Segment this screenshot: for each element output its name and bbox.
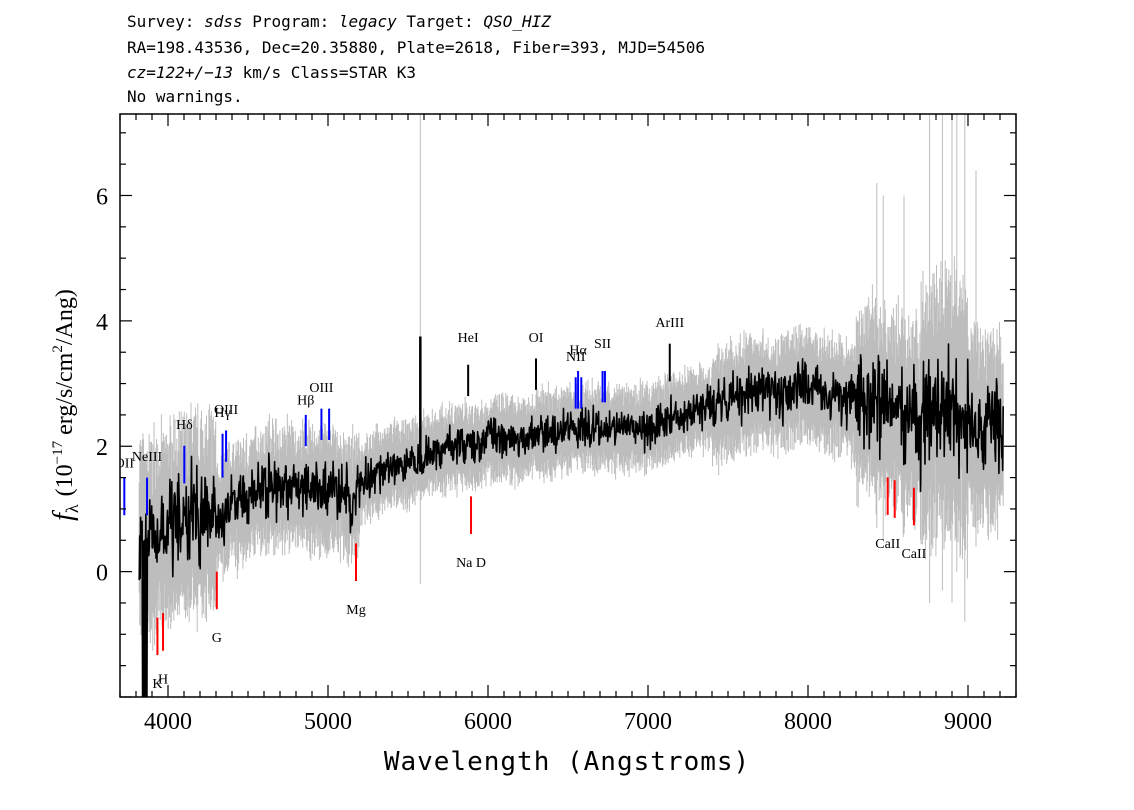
header-line-4: No warnings. [127,87,243,106]
header-line-2: RA=198.43536, Dec=20.35880, Plate=2618, … [127,38,705,57]
line-label: Mg [346,603,365,618]
x-tick-label: 7000 [624,709,672,735]
header-line-3: cz=122+/−13 km/s Class=STAR K3 [127,63,416,83]
line-label: Hβ [297,394,314,409]
header-line-1: Survey: sdss Program: legacy Target: QSO… [127,12,551,32]
line-label: ArIII [655,316,684,331]
class-text: km/s Class=STAR K3 [232,63,416,82]
program-label: Program: [242,12,339,31]
x-tick-label: 9000 [944,709,992,735]
survey-label: Survey: [127,12,205,31]
y-tick-label: 2 [96,435,108,461]
line-label: Hδ [176,418,193,433]
y-axis-label: fλ (10−17 erg/s/cm2/Ang) [48,289,82,521]
flux-series [138,336,1004,697]
line-label: NII [566,350,586,365]
program-value: legacy [338,12,397,31]
line-label: OII [115,456,135,471]
y-tick-label: 6 [96,184,108,210]
line-label: CaII [901,547,926,562]
line-label: Hγ [214,406,230,421]
target-label: Target: [396,12,484,31]
line-label: Hα [569,343,587,358]
axis-ticks: 4000 5000 6000 7000 8000 9000 0 2 4 6 [96,114,1017,735]
line-label: SII [594,337,611,352]
line-label: NeIII [132,450,163,465]
line-label: OIII [309,381,333,396]
x-tick-label: 6000 [464,709,512,735]
survey-value: sdss [204,12,243,31]
flux-line [138,343,1004,697]
x-tick-label: 5000 [304,709,352,735]
x-tick-label: 8000 [784,709,832,735]
y-label-exp1: −17 [50,440,66,464]
y-label-exp2: 2 [50,345,66,353]
line-label: H [158,673,168,688]
cz-value: cz=122+/−13 [127,63,233,82]
y-label-f: f [48,510,79,521]
y-label-b: erg/s/cm [52,352,78,441]
target-value: QSO_HIZ [483,12,551,31]
line-label: HeI [458,331,479,346]
line-label: OI [529,331,544,346]
line-label: Na D [456,556,486,571]
line-label: K [152,677,162,692]
line-label: OIII [214,403,238,418]
y-tick-label: 0 [96,561,108,587]
x-tick-label: 4000 [144,709,192,735]
y-label-c: /Ang) [52,289,78,345]
y-tick-label: 4 [96,310,108,336]
line-label: CaII [875,537,900,552]
line-label: G [212,631,222,646]
y-label-a: (10 [52,464,78,496]
x-axis-label: Wavelength (Angstroms) [384,747,750,777]
y-label-lambda: λ [62,504,82,513]
